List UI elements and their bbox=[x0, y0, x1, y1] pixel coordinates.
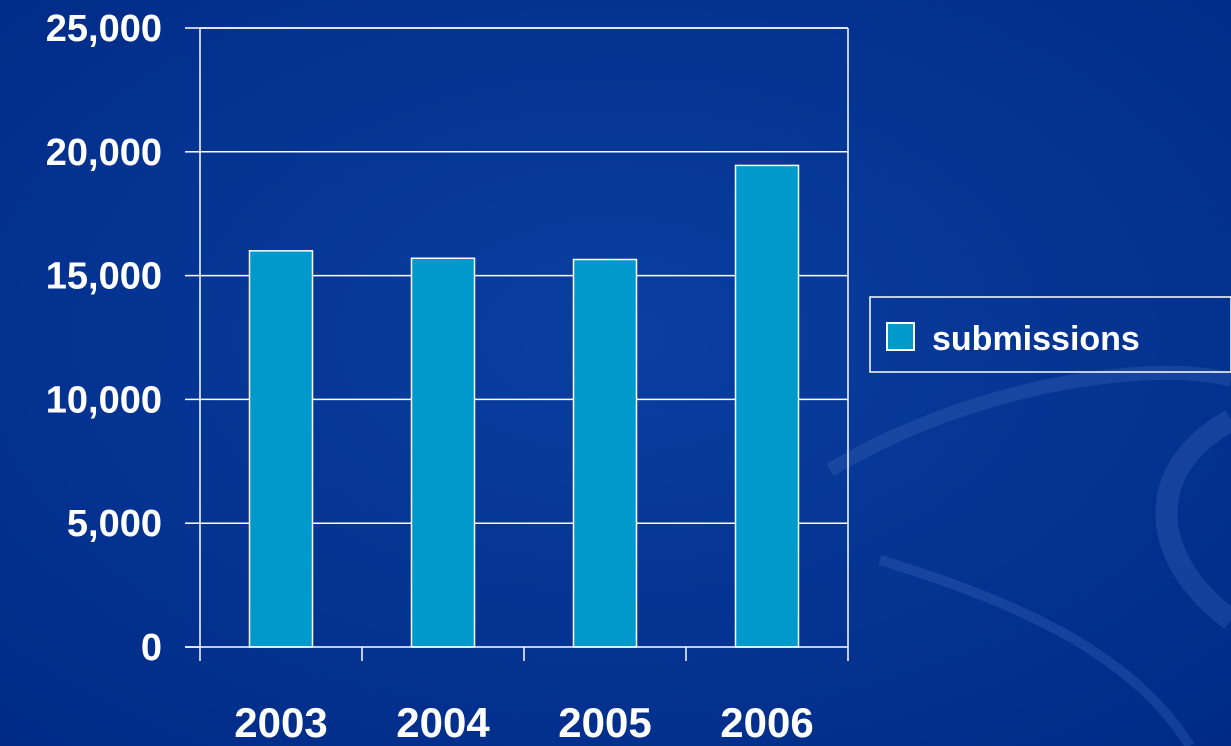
x-tick-label-2006: 2006 bbox=[720, 699, 813, 746]
y-tick-label-2: 10,000 bbox=[46, 379, 162, 421]
x-tick-labels: 2003 2004 2005 2006 bbox=[234, 699, 813, 746]
bar-2006 bbox=[734, 164, 800, 648]
y-tick-label-0: 0 bbox=[141, 627, 162, 669]
axes bbox=[185, 27, 849, 661]
legend-box bbox=[869, 296, 1231, 373]
bar-2004 bbox=[410, 257, 476, 648]
y-tick-label-5: 25,000 bbox=[46, 8, 162, 50]
decorative-swoosh bbox=[826, 365, 1231, 746]
bar-2003 bbox=[248, 250, 314, 648]
bar-2005 bbox=[572, 258, 638, 648]
x-tick-label-2005: 2005 bbox=[558, 699, 651, 746]
y-tick-label-4: 20,000 bbox=[46, 132, 162, 174]
y-tick-label-1: 5,000 bbox=[67, 503, 162, 545]
legend-swatch bbox=[886, 322, 915, 351]
x-tick-label-2003: 2003 bbox=[234, 699, 327, 746]
x-tick-label-2004: 2004 bbox=[396, 699, 490, 746]
bars bbox=[248, 164, 800, 648]
legend: submissions bbox=[869, 296, 1231, 373]
legend-label: submissions bbox=[932, 320, 1140, 358]
y-tick-labels: 0 5,000 10,000 15,000 20,000 25,000 bbox=[46, 8, 162, 669]
y-tick-label-3: 15,000 bbox=[46, 256, 162, 298]
